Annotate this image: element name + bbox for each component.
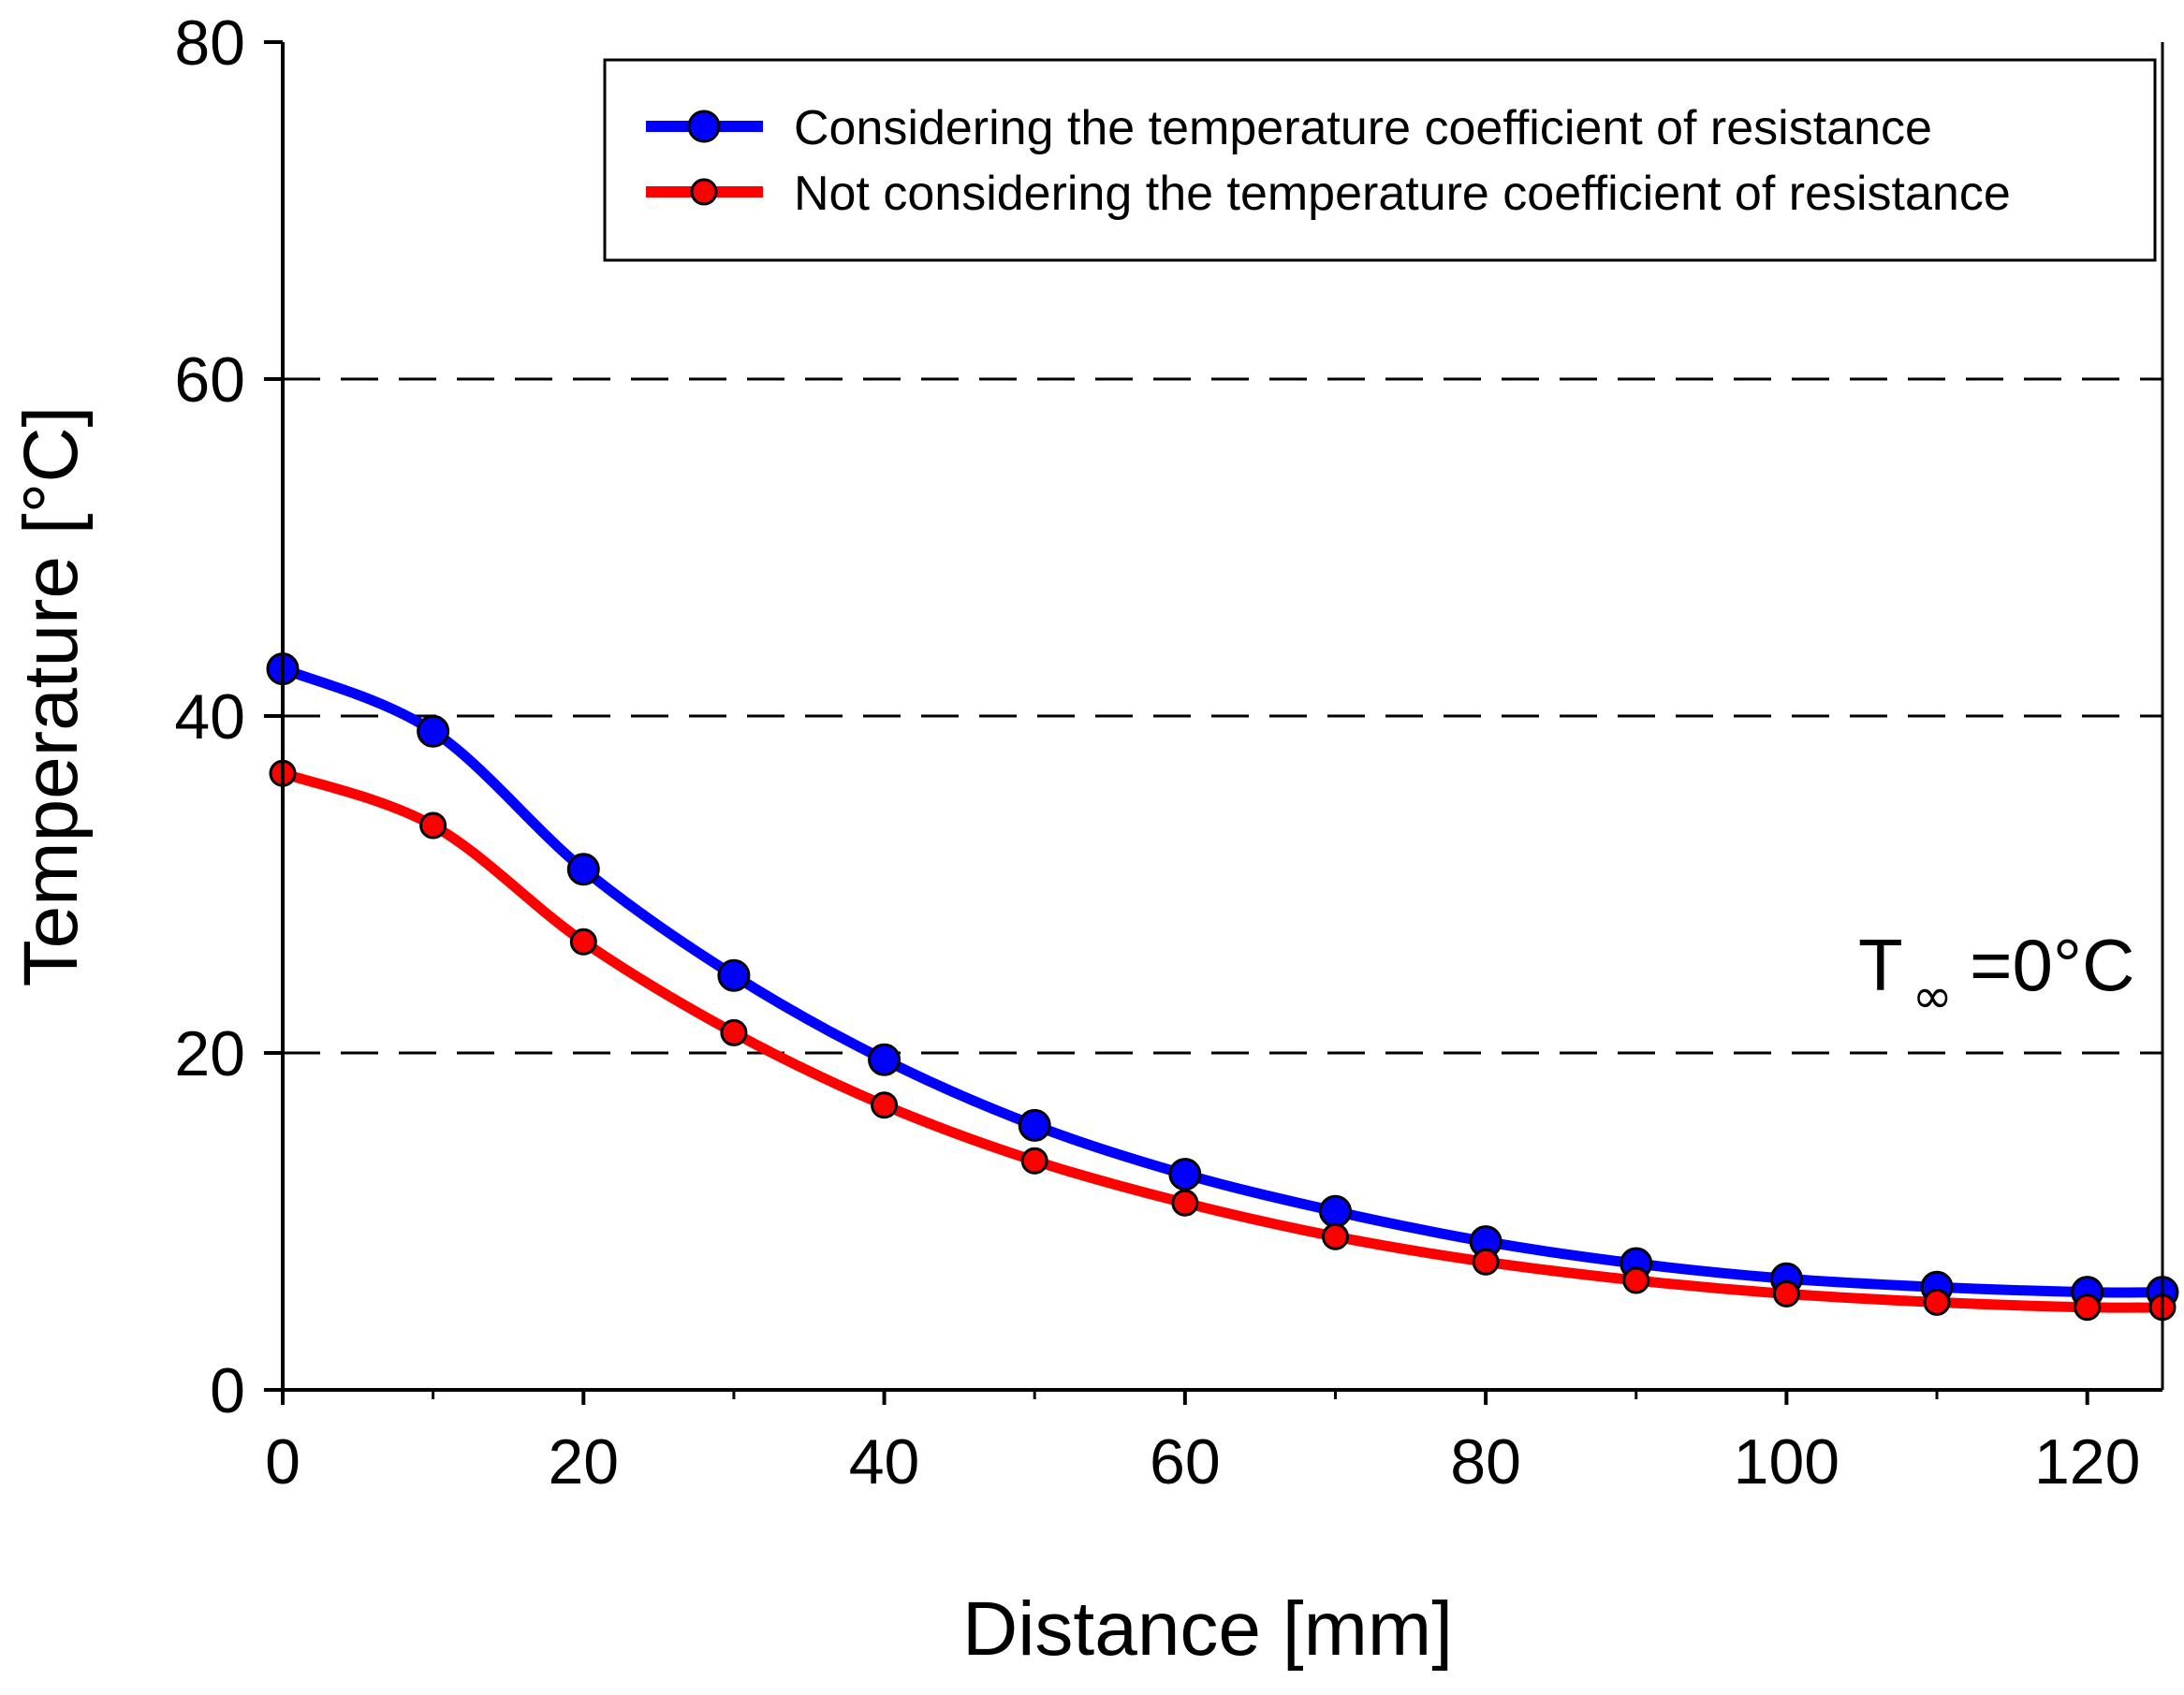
x-tick-label: 80 bbox=[1450, 1426, 1521, 1498]
grid-lines bbox=[283, 377, 2162, 1055]
x-axis-title: Distance [mm] bbox=[962, 1586, 1453, 1672]
data-point-series-1 bbox=[566, 853, 600, 886]
annotation-subscript: ∞ bbox=[1913, 969, 1953, 1025]
y-tick-label: 40 bbox=[174, 681, 245, 753]
annotation-rest: =0°C bbox=[1970, 924, 2134, 1006]
y-tick-label: 20 bbox=[174, 1018, 245, 1089]
x-tick-label: 60 bbox=[1150, 1426, 1221, 1498]
data-point-series-1 bbox=[1318, 1194, 1352, 1228]
x-tick-label: 100 bbox=[1734, 1426, 1840, 1498]
x-tick-label: 40 bbox=[849, 1426, 920, 1498]
x-tick-label: 20 bbox=[548, 1426, 619, 1498]
data-point-series-1 bbox=[1168, 1158, 1202, 1191]
annotation-main: T bbox=[1858, 924, 1903, 1006]
x-tick-label: 0 bbox=[265, 1426, 300, 1498]
data-point-series-2 bbox=[1622, 1266, 1650, 1294]
data-point-series-2 bbox=[2074, 1293, 2102, 1322]
data-point-series-2 bbox=[871, 1091, 899, 1119]
y-tick-label: 60 bbox=[174, 344, 245, 416]
legend-label-2: Not considering the temperature coeffici… bbox=[794, 167, 2011, 221]
legend-label-1: Considering the temperature coefficient … bbox=[794, 101, 1932, 155]
data-point-series-2 bbox=[569, 928, 597, 956]
data-point-series-2 bbox=[1020, 1147, 1048, 1175]
data-point-series-2 bbox=[1923, 1288, 1951, 1316]
data-point-series-2 bbox=[419, 811, 447, 840]
data-point-series-1 bbox=[717, 958, 751, 992]
data-point-series-1 bbox=[1018, 1108, 1051, 1142]
y-tick-label: 80 bbox=[174, 7, 245, 79]
legend-marker-2 bbox=[690, 178, 718, 206]
legend-box bbox=[603, 58, 2157, 262]
series-layer bbox=[266, 652, 2179, 1322]
legend-marker-1 bbox=[687, 110, 721, 143]
data-point-series-1 bbox=[868, 1043, 901, 1076]
data-point-series-2 bbox=[1171, 1189, 1199, 1217]
ambient-temperature-annotation: T ∞ =0°C bbox=[1858, 924, 2134, 1025]
y-axis-title: Temperature [°C] bbox=[8, 406, 94, 987]
ticks: 0 20 40 60 80 0 20 40 60 80 100 120 bbox=[174, 7, 2140, 1498]
axes bbox=[281, 42, 2164, 1405]
x-tick-label: 120 bbox=[2034, 1426, 2140, 1498]
legend: Considering the temperature coefficient … bbox=[603, 58, 2157, 262]
data-point-series-2 bbox=[1472, 1248, 1500, 1276]
data-point-series-1 bbox=[417, 714, 450, 748]
data-point-series-2 bbox=[720, 1018, 748, 1046]
data-point-series-2 bbox=[1772, 1279, 1800, 1308]
y-tick-label: 0 bbox=[210, 1355, 245, 1426]
data-point-series-2 bbox=[1321, 1222, 1349, 1250]
